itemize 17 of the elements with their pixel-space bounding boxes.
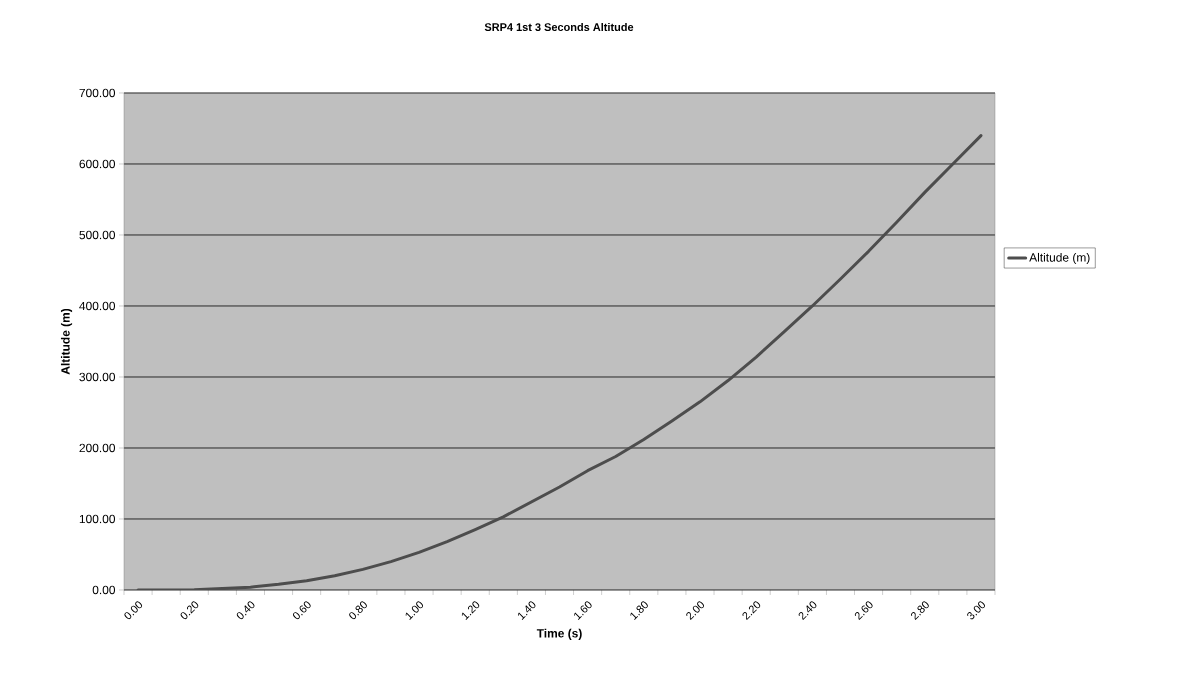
x-tick-label: 0.40 bbox=[236, 601, 255, 620]
y-tick-label: 400.00 bbox=[79, 301, 116, 311]
x-tick-label: 0.00 bbox=[124, 601, 143, 620]
y-tick-label: 0.00 bbox=[92, 585, 116, 595]
y-tick-label: 100.00 bbox=[79, 514, 116, 524]
chart-title: SRP4 1st 3 Seconds Altitude bbox=[484, 22, 634, 32]
y-axis-title: Altitude (m) bbox=[60, 308, 73, 375]
y-tick-label: 200.00 bbox=[79, 443, 116, 453]
x-tick-label: 0.80 bbox=[349, 601, 367, 620]
y-tick-label: 600.00 bbox=[79, 159, 116, 169]
legend-label: Altitude (m) bbox=[1029, 252, 1090, 265]
y-tick-label: 500.00 bbox=[79, 230, 116, 240]
x-tick-label: 0.20 bbox=[180, 601, 199, 620]
x-axis-title: Time (s) bbox=[536, 628, 582, 640]
y-tick-label: 300.00 bbox=[79, 372, 116, 382]
y-tick-label: 700.00 bbox=[79, 88, 116, 98]
x-tick-label: 0.60 bbox=[292, 601, 311, 620]
